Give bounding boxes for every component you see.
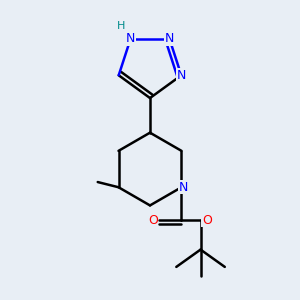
Text: N: N bbox=[177, 69, 186, 82]
Text: N: N bbox=[165, 32, 174, 45]
Text: H: H bbox=[117, 21, 125, 32]
Text: N: N bbox=[126, 32, 135, 45]
Text: O: O bbox=[202, 214, 212, 226]
Text: N: N bbox=[178, 181, 188, 194]
Text: O: O bbox=[148, 214, 158, 226]
